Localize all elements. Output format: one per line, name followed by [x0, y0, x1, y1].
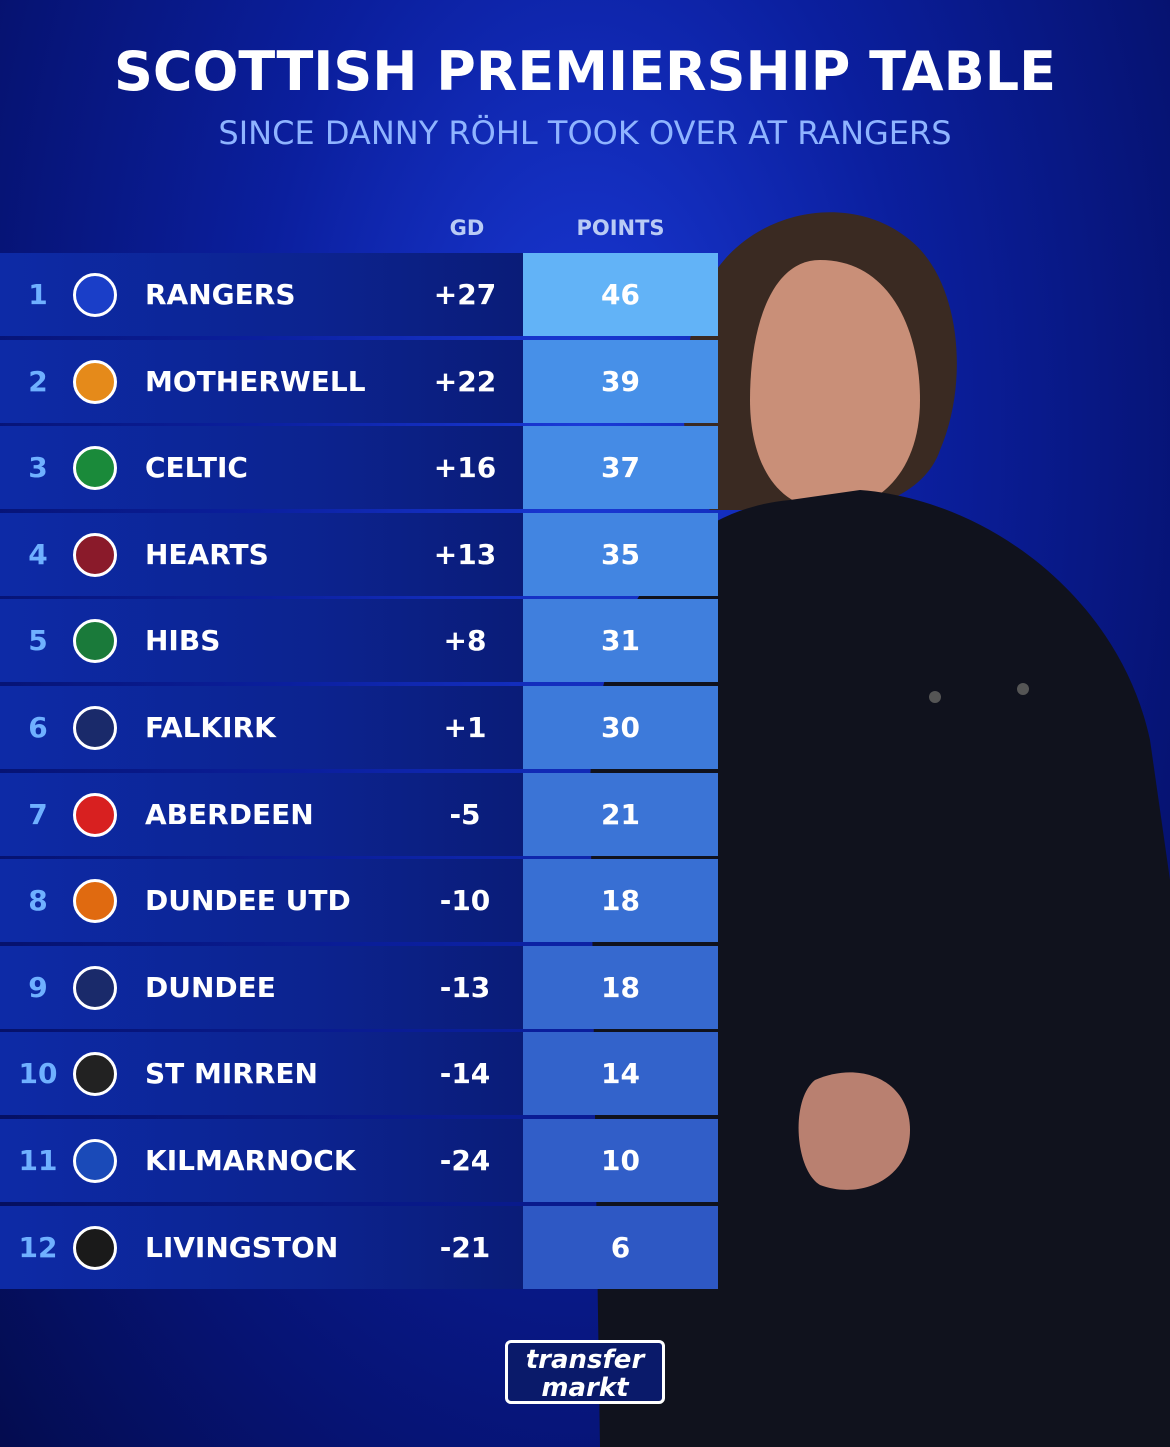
goal-difference: -10 — [439, 884, 491, 918]
column-header: POINTS — [576, 216, 665, 240]
team-name: ABERDEEN — [145, 797, 314, 831]
goal-difference: +8 — [443, 624, 487, 658]
rank: 12 — [18, 1230, 58, 1264]
team-crest — [73, 1052, 117, 1097]
logo-text: markt — [541, 1373, 629, 1403]
rank: 2 — [28, 364, 48, 398]
goal-difference: +22 — [433, 364, 497, 398]
logo: transfer markt — [505, 1340, 665, 1404]
points-cell — [523, 772, 718, 856]
goal-difference: -14 — [439, 1057, 491, 1091]
points-cell — [523, 1119, 718, 1202]
subtitle: SINCE DANNY RÖHL TOOK OVER AT RANGERS — [218, 114, 952, 152]
team-name: FALKIRK — [145, 711, 276, 744]
team-crest — [73, 879, 117, 924]
rank: 11 — [18, 1144, 58, 1177]
points-cell — [523, 426, 718, 510]
points-cell — [523, 339, 718, 423]
team-crest — [73, 532, 117, 577]
points: 18 — [601, 970, 640, 1004]
logo-text: transfer — [525, 1345, 645, 1375]
goal-difference: +1 — [443, 711, 487, 744]
team-name: MOTHERWELL — [145, 364, 366, 398]
rank: 4 — [28, 537, 48, 571]
points: 39 — [601, 364, 640, 398]
rank: 3 — [28, 451, 48, 485]
points: 31 — [601, 624, 640, 658]
team-crest — [73, 706, 117, 750]
goal-difference: -13 — [439, 970, 491, 1004]
goal-difference: +16 — [433, 451, 497, 485]
team-crest — [73, 1139, 117, 1183]
points: 18 — [601, 884, 640, 918]
points: 37 — [601, 451, 640, 485]
team-name: LIVINGSTON — [145, 1230, 339, 1264]
team-name: DUNDEE UTD — [145, 884, 351, 918]
team-name: ST MIRREN — [145, 1057, 318, 1091]
team-name: HIBS — [145, 624, 221, 658]
goal-difference: +27 — [433, 278, 497, 311]
team-crest — [73, 446, 117, 491]
rank: 10 — [18, 1057, 58, 1091]
team-crest — [73, 1225, 117, 1270]
rank: 5 — [28, 624, 48, 658]
rank: 7 — [28, 797, 48, 831]
points: 14 — [601, 1057, 640, 1091]
team-crest — [73, 965, 117, 1010]
points: 46 — [601, 278, 640, 311]
points: 35 — [601, 537, 640, 571]
points: 30 — [601, 711, 640, 744]
points-cell — [523, 686, 718, 769]
points-cell — [523, 945, 718, 1029]
team-name: KILMARNOCK — [145, 1144, 356, 1177]
rank: 9 — [28, 970, 48, 1004]
team-name: CELTIC — [145, 451, 248, 485]
coach-photo — [590, 212, 1170, 1447]
team-crest — [73, 619, 117, 664]
team-name: RANGERS — [145, 278, 296, 311]
rank: 8 — [28, 884, 48, 918]
goal-difference: -5 — [449, 797, 481, 831]
points-cell — [523, 1032, 718, 1116]
team-name: HEARTS — [145, 537, 269, 571]
rank: 1 — [28, 278, 48, 311]
goal-difference: -24 — [439, 1144, 491, 1177]
column-header: GD — [449, 216, 485, 240]
points: 10 — [601, 1144, 640, 1177]
goal-difference: +13 — [433, 537, 497, 571]
team-crest — [73, 359, 117, 404]
title: SCOTTISH PREMIERSHIP TABLE — [113, 40, 1057, 103]
goal-difference: -21 — [439, 1230, 491, 1264]
points-cell — [523, 1205, 718, 1289]
points-cell — [523, 599, 718, 683]
points: 21 — [601, 797, 640, 831]
points-cell — [523, 253, 718, 336]
team-name: DUNDEE — [145, 970, 276, 1004]
points-cell — [523, 512, 718, 596]
rank: 6 — [28, 711, 48, 744]
points-cell — [523, 859, 718, 943]
team-crest — [73, 273, 117, 317]
team-crest — [73, 792, 117, 837]
points: 6 — [610, 1230, 631, 1264]
